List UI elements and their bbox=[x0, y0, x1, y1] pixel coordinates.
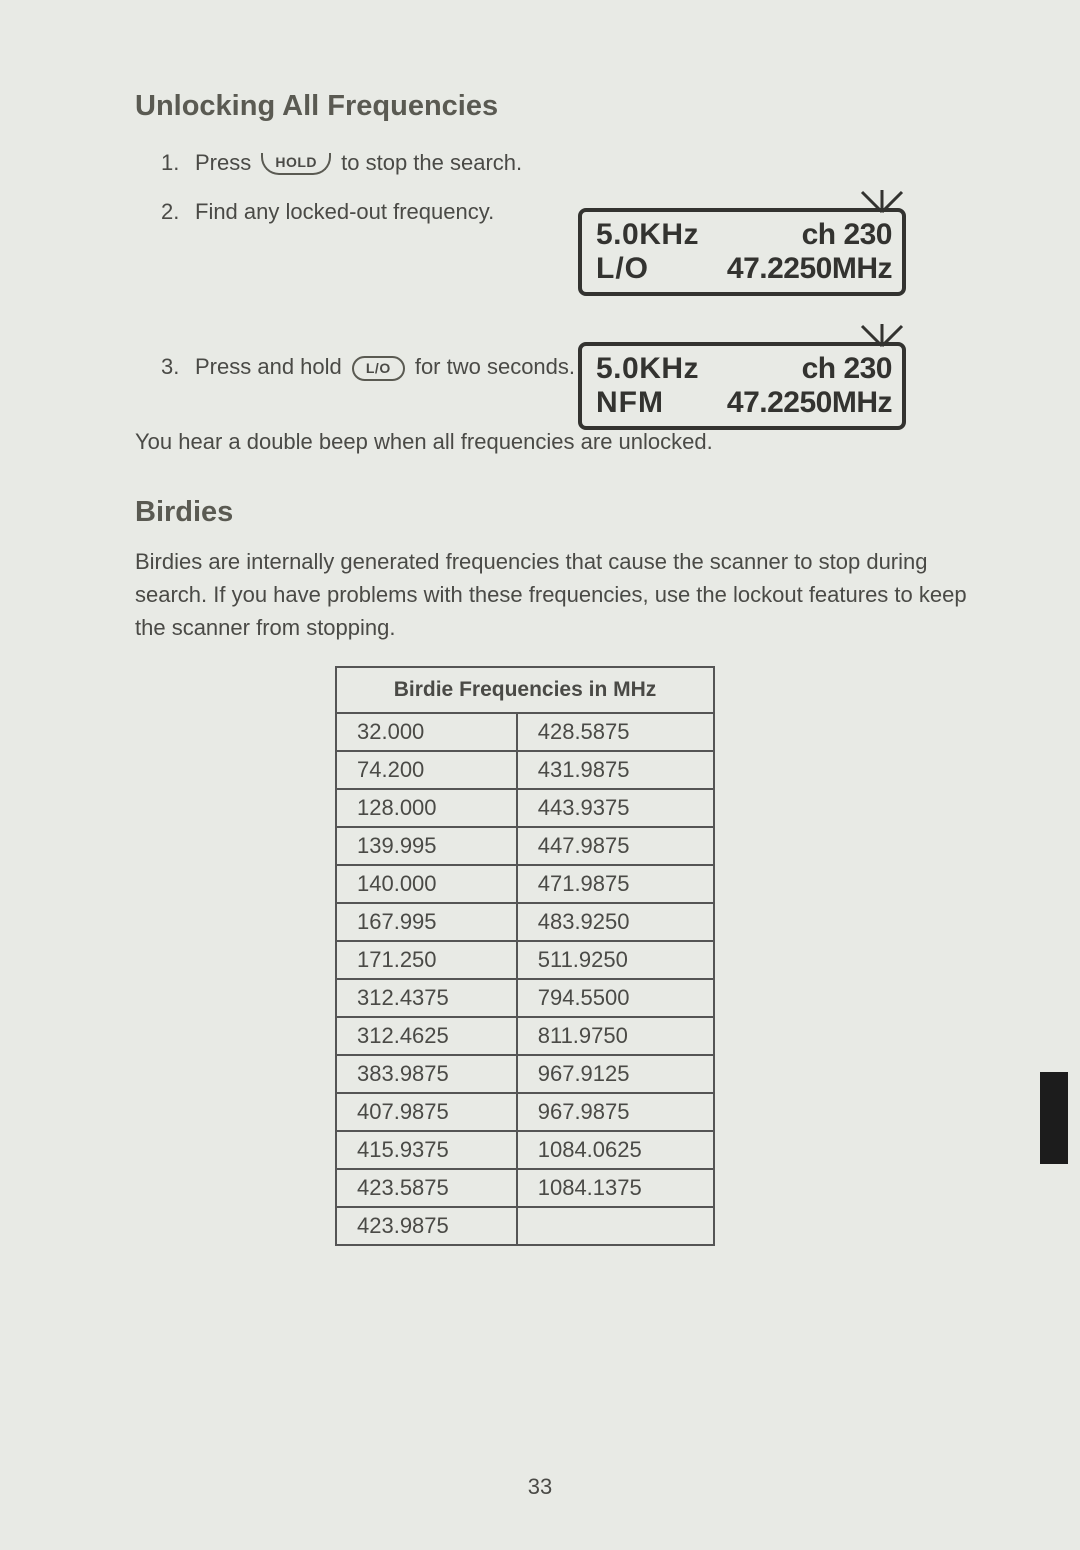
table-row: 423.58751084.1375 bbox=[336, 1169, 714, 1207]
table-cell bbox=[517, 1207, 714, 1245]
table-row: 139.995447.9875 bbox=[336, 827, 714, 865]
step-before: Press and hold bbox=[195, 354, 348, 379]
lcd-row: 5.0KHz ch 230 bbox=[596, 352, 892, 386]
lcd-step: 5.0KHz bbox=[596, 218, 699, 252]
antenna-icon bbox=[858, 324, 908, 348]
step-number: 2. bbox=[161, 194, 195, 229]
step-after: to stop the search. bbox=[335, 150, 522, 175]
lcd-mode: NFM bbox=[596, 386, 664, 420]
table-cell: 407.9875 bbox=[336, 1093, 517, 1131]
birdies-text: Birdies are internally generated frequen… bbox=[135, 545, 980, 644]
table-cell: 32.000 bbox=[336, 713, 517, 751]
table-cell: 140.000 bbox=[336, 865, 517, 903]
step-after: for two seconds. bbox=[409, 354, 575, 379]
table-cell: 471.9875 bbox=[517, 865, 714, 903]
table-cell: 967.9875 bbox=[517, 1093, 714, 1131]
page-number: 33 bbox=[0, 1474, 1080, 1500]
lcd-row: NFM 47.2250MHz bbox=[596, 386, 892, 420]
table-row: 128.000443.9375 bbox=[336, 789, 714, 827]
table-cell: 415.9375 bbox=[336, 1131, 517, 1169]
table-cell: 447.9875 bbox=[517, 827, 714, 865]
step-number: 3. bbox=[161, 349, 195, 384]
antenna-icon bbox=[858, 190, 908, 214]
table-cell: 167.995 bbox=[336, 903, 517, 941]
lcd-channel: ch 230 bbox=[802, 218, 892, 252]
table-cell: 139.995 bbox=[336, 827, 517, 865]
step-1: 1. Press HOLD to stop the search. bbox=[161, 145, 980, 180]
table-cell: 1084.1375 bbox=[517, 1169, 714, 1207]
edge-tab bbox=[1040, 1072, 1068, 1164]
table-row: 423.9875 bbox=[336, 1207, 714, 1245]
table-cell: 74.200 bbox=[336, 751, 517, 789]
table-cell: 811.9750 bbox=[517, 1017, 714, 1055]
table-cell: 443.9375 bbox=[517, 789, 714, 827]
table-cell: 312.4625 bbox=[336, 1017, 517, 1055]
table-row: 415.93751084.0625 bbox=[336, 1131, 714, 1169]
table-row: 383.9875967.9125 bbox=[336, 1055, 714, 1093]
heading-unlocking: Unlocking All Frequencies bbox=[135, 90, 980, 123]
step-text: Press HOLD to stop the search. bbox=[195, 145, 980, 180]
table-cell: 511.9250 bbox=[517, 941, 714, 979]
lcd-display-1: 5.0KHz ch 230 L/O 47.2250MHz bbox=[578, 208, 906, 296]
lo-key-icon: L/O bbox=[352, 356, 405, 381]
birdie-table: Birdie Frequencies in MHz 32.000428.5875… bbox=[335, 666, 715, 1246]
table-row: 312.4625811.9750 bbox=[336, 1017, 714, 1055]
lcd-row: 5.0KHz ch 230 bbox=[596, 218, 892, 252]
heading-birdies: Birdies bbox=[135, 496, 980, 529]
table-cell: 383.9875 bbox=[336, 1055, 517, 1093]
table-cell: 1084.0625 bbox=[517, 1131, 714, 1169]
table-row: 140.000471.9875 bbox=[336, 865, 714, 903]
table-row: 74.200431.9875 bbox=[336, 751, 714, 789]
table-title: Birdie Frequencies in MHz bbox=[336, 667, 714, 713]
lcd-mode: L/O bbox=[596, 252, 649, 286]
table-row: 407.9875967.9875 bbox=[336, 1093, 714, 1131]
lcd-step: 5.0KHz bbox=[596, 352, 699, 386]
table-cell: 431.9875 bbox=[517, 751, 714, 789]
table-cell: 423.5875 bbox=[336, 1169, 517, 1207]
lcd-display-2: 5.0KHz ch 230 NFM 47.2250MHz bbox=[578, 342, 906, 430]
table-cell: 171.250 bbox=[336, 941, 517, 979]
lcd-row: L/O 47.2250MHz bbox=[596, 252, 892, 286]
table-cell: 312.4375 bbox=[336, 979, 517, 1017]
page: Unlocking All Frequencies 1. Press HOLD … bbox=[0, 0, 1080, 1550]
lcd-channel: ch 230 bbox=[802, 352, 892, 386]
table-row: 312.4375794.5500 bbox=[336, 979, 714, 1017]
table-cell: 428.5875 bbox=[517, 713, 714, 751]
lcd-freq: 47.2250MHz bbox=[727, 386, 892, 420]
step-number: 1. bbox=[161, 145, 195, 180]
table-cell: 967.9125 bbox=[517, 1055, 714, 1093]
table-cell: 794.5500 bbox=[517, 979, 714, 1017]
table-row: 167.995483.9250 bbox=[336, 903, 714, 941]
step-before: Press bbox=[195, 150, 257, 175]
table-cell: 423.9875 bbox=[336, 1207, 517, 1245]
table-row: 171.250511.9250 bbox=[336, 941, 714, 979]
lcd-freq: 47.2250MHz bbox=[727, 252, 892, 286]
table-row: 32.000428.5875 bbox=[336, 713, 714, 751]
table-cell: 483.9250 bbox=[517, 903, 714, 941]
table-cell: 128.000 bbox=[336, 789, 517, 827]
hold-key-icon: HOLD bbox=[261, 153, 331, 175]
